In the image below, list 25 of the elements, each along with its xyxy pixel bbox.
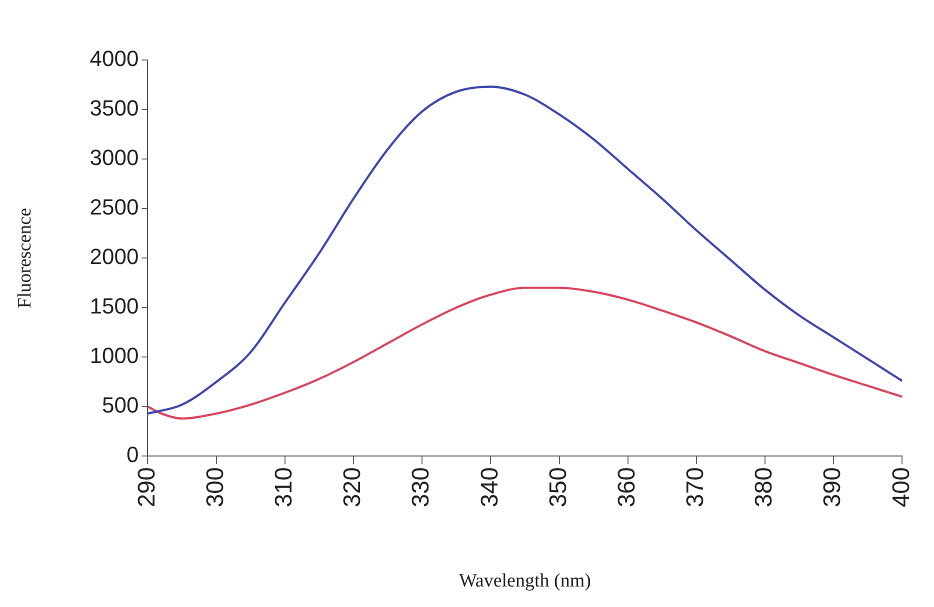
x-tick-label: 290 — [133, 467, 160, 508]
y-tick-label: 4000 — [90, 46, 139, 72]
x-tick-label: 330 — [408, 467, 435, 508]
y-tick-label: 0 — [126, 442, 139, 468]
line-series — [148, 86, 902, 415]
x-tick-label: 320 — [339, 467, 366, 508]
y-tick-label: 1000 — [90, 343, 139, 368]
line-series — [148, 286, 902, 420]
y-tick-label: 500 — [102, 392, 139, 418]
x-axis-title: Wavelength (nm) — [458, 570, 591, 592]
y-axis-title: Fluorescence — [14, 208, 36, 308]
x-tick-label: 370 — [682, 467, 710, 508]
y-tick-label: 1500 — [90, 294, 139, 319]
y-tick-label: 2500 — [90, 194, 139, 220]
x-tick-label: 400 — [888, 467, 915, 508]
x-tick-label: 390 — [819, 467, 846, 508]
x-tick-label: 360 — [613, 467, 640, 508]
y-tick-label: 2000 — [90, 244, 139, 270]
x-tick-label: 310 — [270, 467, 298, 508]
x-tick-label: 340 — [476, 467, 504, 508]
x-tick-label: 350 — [544, 467, 572, 508]
y-tick-label: 3000 — [90, 145, 139, 170]
x-tick-label: 380 — [750, 467, 778, 508]
y-tick-label: 3500 — [90, 96, 139, 121]
x-tick-label: 300 — [202, 467, 229, 508]
